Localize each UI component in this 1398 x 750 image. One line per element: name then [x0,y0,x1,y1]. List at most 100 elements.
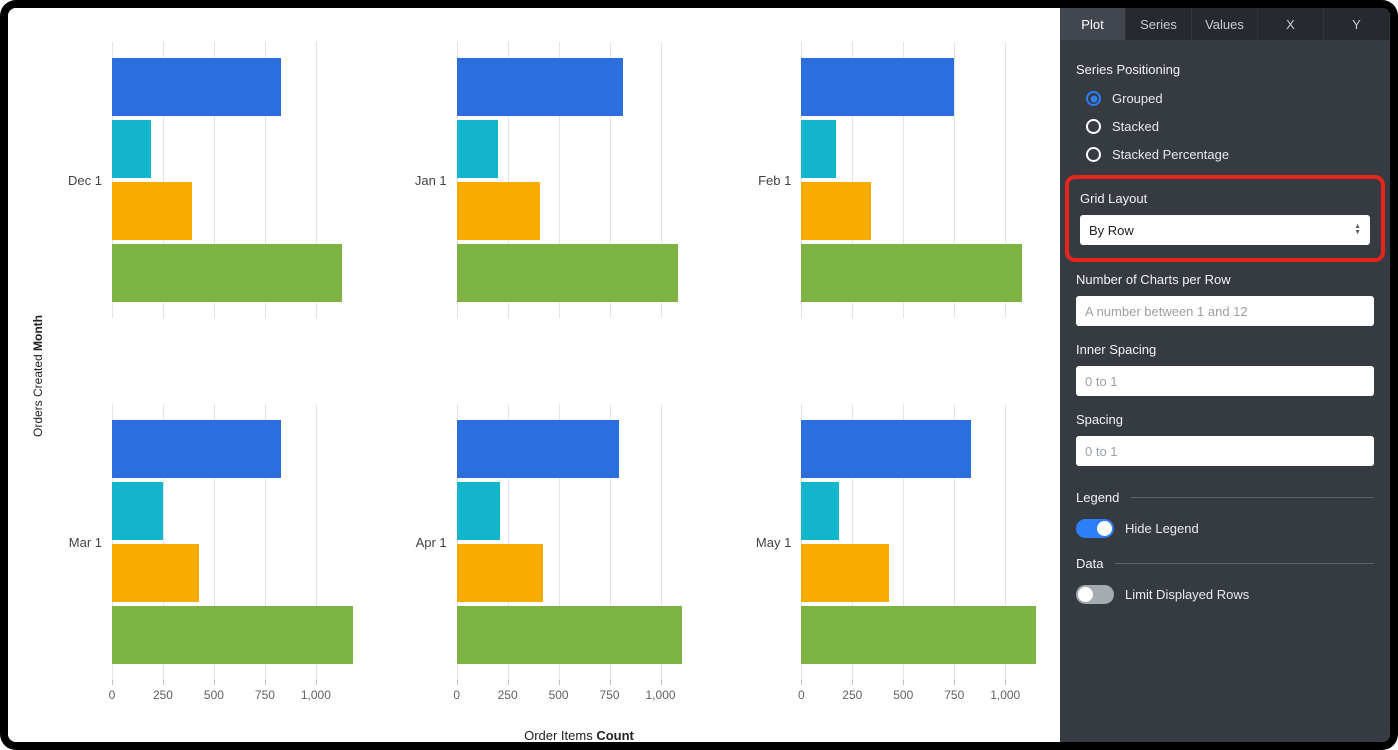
gridline [507,404,509,680]
tick-mark [112,680,113,685]
bar-series-4 [801,244,1022,302]
bar-series-4 [112,606,353,664]
limit-displayed-rows-toggle[interactable] [1076,585,1114,604]
chart-visualization-panel: Orders Created Month Dec 1 Jan 1 Feb 1 Mar … [8,8,1060,742]
bar-series-1 [456,420,619,478]
small-multiple-chart: Jan 1 [403,42,702,344]
tab-bar: Plot Series Values X Y [1060,8,1390,40]
gridline [954,42,956,318]
gridline [112,404,113,680]
tick-mark [852,680,854,685]
bar-series-2 [112,120,151,178]
gridline [609,42,611,318]
legend-section-label: Legend [1076,490,1120,505]
category-label: Feb 1 [758,172,792,188]
spacing-input[interactable] [1076,436,1374,466]
select-arrows-icon: ▲ ▼ [1354,223,1361,236]
toggle-knob [1097,521,1112,536]
radio-grouped[interactable]: Grouped [1086,91,1374,106]
radio-stacked[interactable]: Stacked [1086,119,1374,134]
gridline [315,404,317,680]
gridline [112,42,113,318]
category-label: Jan 1 [414,172,447,188]
plot [456,404,702,680]
gridline [456,404,458,680]
bar-series-4 [456,244,678,302]
data-section-header: Data [1076,556,1374,571]
small-multiple-chart: May 1 0 250 500 750 1,000 [747,404,1046,706]
small-multiple-chart: Apr 1 0 250 500 750 1,000 [403,404,702,706]
x-axis: 0 250 500 750 1,000 [453,680,702,706]
small-multiples-grid: Dec 1 Jan 1 Feb 1 Mar 1 0 250 500 750 1,000 Apr 1… [58,42,1046,706]
x-tick-label: 500 [548,688,569,702]
x-axis [457,318,702,344]
inner-spacing-label: Inner Spacing [1076,342,1157,357]
gridline [558,42,560,318]
tab-plot[interactable]: Plot [1060,8,1126,40]
panel-body: Series Positioning Grouped Stacked Stack… [1060,40,1390,626]
bar-series-1 [801,420,971,478]
tick-mark [264,680,266,685]
tab-x[interactable]: X [1258,8,1324,40]
tick-mark [609,680,611,685]
tick-mark [507,680,509,685]
gridline [660,404,662,680]
radio-unselected-icon [1086,147,1101,162]
gridline [264,404,266,680]
tab-values[interactable]: Values [1192,8,1258,40]
tab-y[interactable]: Y [1324,8,1390,40]
plot [801,42,1046,318]
charts-per-row-label: Number of Charts per Row [1076,272,1231,287]
bar-series-4 [801,606,1036,664]
gridline [213,42,215,318]
inner-spacing-input[interactable] [1076,366,1374,396]
bar-series-3 [112,182,192,240]
x-axis [801,318,1046,344]
x-axis: 0 250 500 750 1,000 [109,680,357,706]
hide-legend-toggle[interactable] [1076,519,1114,538]
x-axis [112,318,357,344]
small-multiple-chart: Dec 1 [58,42,357,344]
gridline [162,42,164,318]
plot-area [456,42,702,344]
tick-mark [558,680,560,685]
tab-series[interactable]: Series [1126,8,1192,40]
radio-unselected-icon [1086,119,1101,134]
gridline [852,404,854,680]
gridline [1005,404,1007,680]
radio-stacked-percentage[interactable]: Stacked Percentage [1086,147,1374,162]
data-section-label: Data [1076,556,1104,571]
x-tick-label: 0 [797,688,805,702]
grid-layout-value: By Row [1089,222,1134,238]
plot-area: 0 250 500 750 1,000 [797,404,1046,706]
bar-series-2 [801,120,836,178]
gridline [456,42,458,318]
x-tick-label: 500 [203,688,224,702]
gridline [264,42,266,318]
x-tick-label: 250 [842,688,863,702]
plot [456,42,702,318]
bar-series-1 [456,58,623,116]
bar-series-3 [801,544,889,602]
tick-mark [954,680,956,685]
x-tick-label: 1,000 [645,688,676,702]
hide-legend-label: Hide Legend [1125,521,1199,536]
x-tick-label: 0 [453,688,460,702]
x-axis-title: Order Items Count [524,728,634,742]
small-multiple-chart: Mar 1 0 250 500 750 1,000 [58,404,357,706]
bar-series-2 [456,482,501,540]
gridline [852,42,854,318]
bar-series-1 [112,58,282,116]
grid-layout-select[interactable]: By Row ▲ ▼ [1080,215,1370,245]
plot-area [112,42,357,344]
hide-legend-row: Hide Legend [1076,519,1374,538]
x-tick-label: 750 [254,688,275,702]
divider-line [1115,563,1374,564]
spacing-label: Spacing [1076,412,1123,427]
x-tick-label: 1,000 [990,688,1021,702]
gridline [213,404,215,680]
gridline [801,404,803,680]
limit-displayed-rows-label: Limit Displayed Rows [1125,587,1250,602]
charts-per-row-input[interactable] [1076,296,1374,326]
app-content: Orders Created Month Dec 1 Jan 1 Feb 1 Mar … [8,8,1390,742]
